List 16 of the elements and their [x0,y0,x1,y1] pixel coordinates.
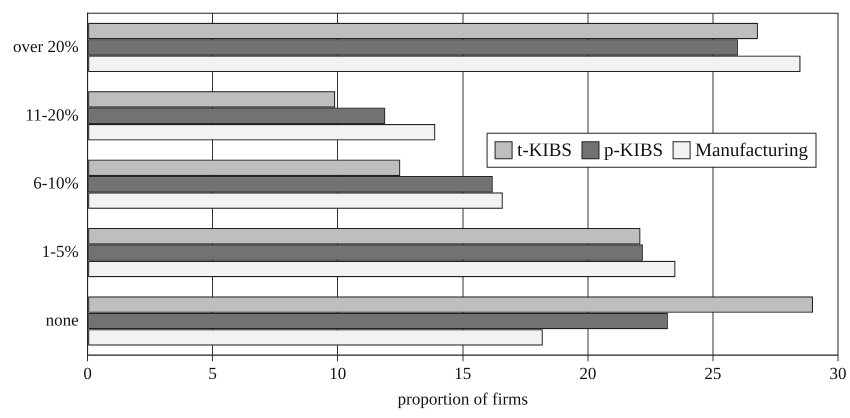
x-axis-title: proportion of firms [398,389,528,408]
x-tick-label: 30 [830,364,846,383]
x-tick-label: 25 [704,364,722,383]
y-tick-label: 11-20% [25,105,79,124]
x-tick-label: 15 [454,364,472,383]
y-tick-label: none [46,310,79,330]
y-tick-label: over 20% [12,36,79,56]
legend-label: p-KIBS [604,140,664,162]
y-tick-label: 1-5% [42,242,79,262]
x-tick-label: 10 [329,364,346,383]
legend-label: Manufacturing [695,140,808,162]
x-tick-label: 0 [83,364,92,383]
legend-label: t-KIBS [517,140,572,162]
y-tick-label: 6-10% [33,174,79,193]
x-tick-label: 20 [579,364,596,383]
x-tick-label: 5 [208,364,217,383]
